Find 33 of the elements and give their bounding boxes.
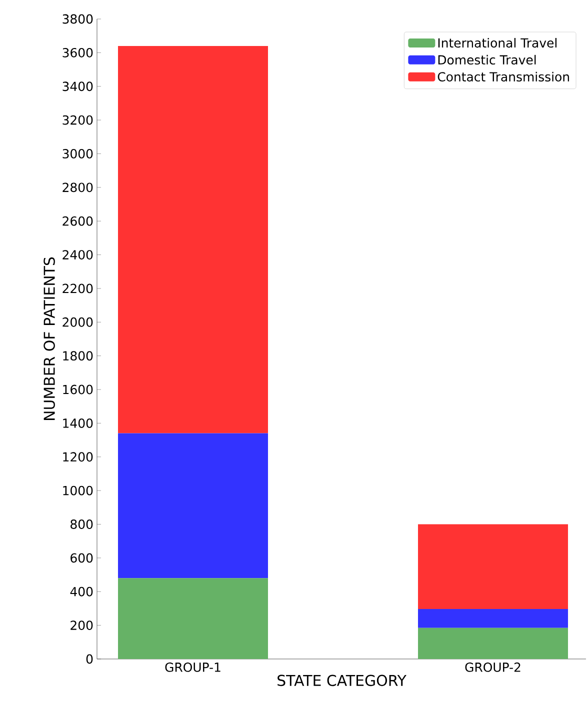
bar: [418, 608, 568, 628]
y-tick-label: 3000: [62, 149, 93, 158]
y-tick-label: 600: [70, 553, 93, 563]
bar: [418, 628, 568, 659]
x-axis-title: STATE CATEGORY: [278, 674, 406, 686]
y-tick-label: 200: [70, 620, 93, 630]
y-tick-label: 1800: [63, 351, 93, 361]
y-tick-label: 400: [70, 586, 93, 596]
legend-label: International Travel: [438, 38, 556, 48]
bar: [118, 578, 268, 659]
y-tick-label: 0: [86, 654, 93, 664]
x-tick-label: GROUP-2: [465, 662, 520, 672]
bar: [118, 46, 268, 434]
y-tick-label: 2400: [62, 250, 93, 260]
y-tick-label: 800: [70, 520, 93, 529]
y-tick-label: 1400: [63, 418, 93, 428]
y-tick-label: 3200: [62, 115, 93, 125]
y-tick-label: 3600: [62, 48, 93, 58]
y-tick-label: 1000: [63, 486, 93, 496]
y-tick-label: 3400: [62, 82, 93, 92]
bar: [418, 524, 568, 609]
y-tick-label: 1600: [63, 384, 93, 394]
y-tick-label: 3800: [62, 14, 93, 24]
y-tick-label: 2200: [62, 284, 93, 294]
y-tick-label: 2800: [62, 182, 93, 192]
y-tick-label: 2000: [62, 317, 93, 327]
legend-label: Contact Transmission: [438, 72, 569, 82]
x-tick-label: GROUP-1: [165, 662, 220, 672]
y-tick-label: 2600: [62, 216, 93, 226]
y-tick-label: 1200: [63, 452, 93, 462]
y-axis-title: NUMBER OF PATIENTS: [44, 257, 55, 420]
bar: [118, 433, 268, 578]
legend-label: Domestic Travel: [438, 54, 536, 65]
